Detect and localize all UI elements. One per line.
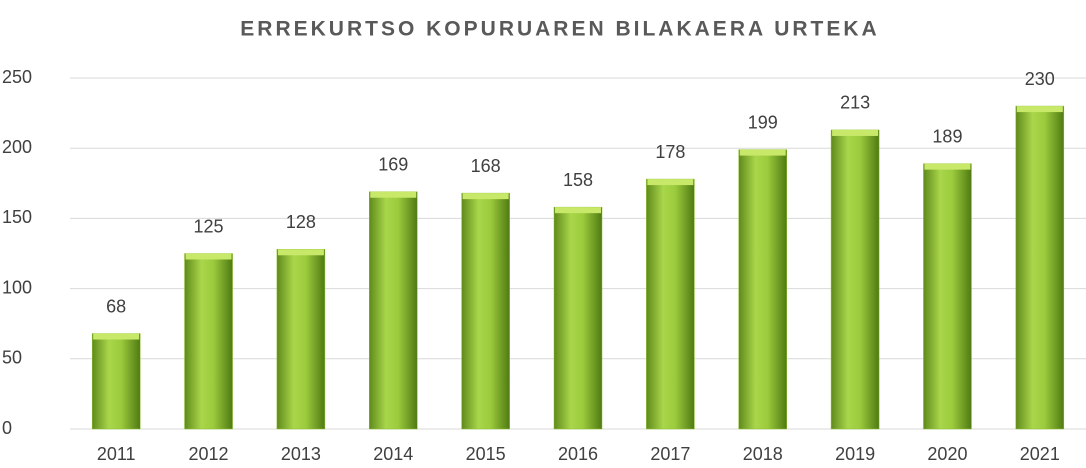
value-label: 158 [563, 170, 593, 190]
bar-top [924, 163, 971, 170]
bar [830, 129, 880, 430]
bar [91, 333, 141, 430]
value-label: 169 [378, 154, 408, 174]
y-tick-label: 0 [2, 418, 12, 438]
value-label: 125 [194, 216, 224, 236]
bar-top [647, 179, 694, 186]
bar [646, 178, 695, 430]
y-tick-label: 150 [2, 207, 32, 227]
bar-top [832, 129, 879, 136]
bar-top [370, 191, 417, 198]
value-label: 68 [106, 296, 126, 316]
x-tick-label: 2011 [97, 444, 136, 464]
value-label: 128 [286, 212, 316, 232]
value-label: 168 [471, 156, 501, 176]
value-label: 178 [655, 142, 685, 162]
bar-top [93, 333, 140, 340]
x-tick-label: 2017 [650, 444, 690, 464]
bar [184, 253, 233, 430]
y-tick-label: 200 [2, 137, 32, 157]
x-tick-label: 2021 [1020, 444, 1060, 464]
chart-title: ERREKURTSO KOPURUAREN BILAKAERA URTEKA [240, 18, 879, 41]
x-tick-label: 2016 [558, 444, 598, 464]
bar-top [739, 149, 786, 156]
x-tick-label: 2015 [466, 444, 506, 464]
y-tick-label: 50 [2, 348, 22, 368]
value-label: 189 [932, 126, 962, 146]
x-tick-label: 2019 [835, 444, 875, 464]
x-tick-label: 2013 [281, 444, 321, 464]
bar [738, 149, 787, 430]
x-tick-label: 2014 [373, 444, 413, 464]
bar-top [185, 253, 232, 260]
value-label: 199 [748, 112, 778, 132]
bar [553, 206, 603, 430]
bar-top [1016, 106, 1063, 113]
bar-top [462, 193, 509, 200]
bar [1015, 105, 1065, 430]
bar-top [555, 207, 601, 214]
bar [276, 249, 326, 430]
value-label: 230 [1025, 69, 1055, 89]
bar [461, 192, 510, 430]
bar [369, 191, 418, 430]
y-tick-label: 250 [2, 67, 32, 87]
bar [923, 163, 972, 430]
x-tick-label: 2020 [927, 444, 967, 464]
value-label: 213 [840, 93, 870, 113]
bar-top [277, 249, 324, 256]
x-tick-label: 2018 [743, 444, 783, 464]
y-tick-label: 100 [2, 277, 32, 297]
x-tick-label: 2012 [189, 444, 229, 464]
